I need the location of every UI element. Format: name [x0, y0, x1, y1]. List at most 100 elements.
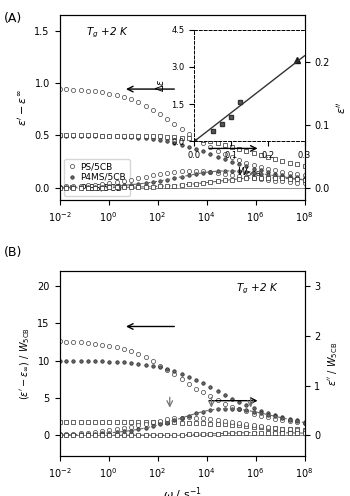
- Line: PtBS/5CB: PtBS/5CB: [57, 133, 307, 168]
- PS/5CB: [144, 103, 148, 109]
- P4MS/5CB: [259, 168, 263, 174]
- Y-axis label: $\varepsilon^{\prime\prime}$: $\varepsilon^{\prime\prime}$: [335, 101, 348, 114]
- Text: (B): (B): [4, 246, 22, 258]
- PS/5CB: [129, 96, 133, 102]
- Text: $T_g$ +2 K: $T_g$ +2 K: [86, 26, 129, 40]
- PS/5CB: [201, 140, 205, 146]
- P4MS/5CB: [295, 174, 299, 180]
- PtBS/5CB: [172, 134, 176, 140]
- PS/5CB: [273, 167, 277, 173]
- PtBS/5CB: [136, 133, 140, 139]
- P4MS/5CB: [57, 132, 62, 138]
- P4MS/5CB: [280, 172, 285, 178]
- PtBS/5CB: [295, 162, 299, 168]
- PtBS/5CB: [180, 135, 184, 141]
- P4MS/5CB: [230, 159, 235, 165]
- PtBS/5CB: [288, 160, 292, 166]
- P4MS/5CB: [79, 132, 83, 138]
- P4MS/5CB: [100, 133, 104, 139]
- P4MS/5CB: [288, 173, 292, 179]
- P4MS/5CB: [187, 144, 191, 150]
- Text: (A): (A): [4, 12, 22, 25]
- PtBS/5CB: [302, 163, 307, 169]
- PS/5CB: [71, 87, 76, 93]
- P4MS/5CB: [194, 146, 198, 152]
- PtBS/5CB: [86, 132, 90, 138]
- PS/5CB: [259, 164, 263, 170]
- PtBS/5CB: [115, 132, 119, 138]
- PS/5CB: [165, 116, 169, 122]
- P4MS/5CB: [302, 175, 307, 181]
- PtBS/5CB: [244, 148, 248, 154]
- PS/5CB: [122, 94, 126, 100]
- PtBS/5CB: [93, 132, 97, 138]
- PtBS/5CB: [129, 133, 133, 139]
- PS/5CB: [230, 154, 235, 160]
- P4MS/5CB: [266, 169, 271, 175]
- P4MS/5CB: [172, 140, 176, 146]
- PtBS/5CB: [151, 133, 155, 139]
- P4MS/5CB: [201, 148, 205, 154]
- PS/5CB: [79, 87, 83, 93]
- PtBS/5CB: [57, 132, 62, 138]
- P4MS/5CB: [86, 133, 90, 139]
- P4MS/5CB: [144, 135, 148, 141]
- PS/5CB: [172, 121, 176, 126]
- PtBS/5CB: [100, 132, 104, 138]
- P4MS/5CB: [71, 132, 76, 138]
- X-axis label: $\omega$ / s$^{-1}$: $\omega$ / s$^{-1}$: [163, 486, 201, 496]
- PtBS/5CB: [230, 144, 235, 150]
- PS/5CB: [180, 126, 184, 132]
- P4MS/5CB: [151, 136, 155, 142]
- PtBS/5CB: [266, 154, 271, 160]
- PS/5CB: [252, 162, 256, 168]
- PS/5CB: [57, 86, 62, 92]
- PS/5CB: [288, 170, 292, 176]
- PS/5CB: [100, 89, 104, 95]
- PS/5CB: [86, 88, 90, 94]
- PS/5CB: [151, 107, 155, 113]
- P4MS/5CB: [216, 154, 220, 160]
- Text: $T_g$ +2 K: $T_g$ +2 K: [236, 282, 279, 297]
- PS/5CB: [208, 144, 212, 150]
- PS/5CB: [93, 88, 97, 94]
- PS/5CB: [64, 86, 68, 92]
- P4MS/5CB: [158, 137, 162, 143]
- Y-axis label: $\Delta\varepsilon$: $\Delta\varepsilon$: [154, 79, 166, 92]
- P4MS/5CB: [136, 134, 140, 140]
- PS/5CB: [158, 112, 162, 118]
- P4MS/5CB: [244, 164, 248, 170]
- PtBS/5CB: [237, 145, 241, 151]
- PS/5CB: [244, 160, 248, 166]
- PS/5CB: [295, 171, 299, 177]
- P4MS/5CB: [223, 156, 227, 162]
- PtBS/5CB: [252, 150, 256, 156]
- PtBS/5CB: [122, 133, 126, 139]
- PS/5CB: [187, 131, 191, 137]
- PS/5CB: [136, 99, 140, 105]
- PS/5CB: [107, 91, 112, 97]
- P4MS/5CB: [64, 132, 68, 138]
- PtBS/5CB: [144, 133, 148, 139]
- PS/5CB: [266, 166, 271, 172]
- P4MS/5CB: [107, 133, 112, 139]
- PtBS/5CB: [216, 140, 220, 146]
- P4MS/5CB: [165, 138, 169, 144]
- PS/5CB: [194, 136, 198, 142]
- PtBS/5CB: [107, 132, 112, 138]
- PS/5CB: [223, 151, 227, 157]
- X-axis label: $W_{\mathrm{5CB}}$: $W_{\mathrm{5CB}}$: [237, 166, 262, 180]
- P4MS/5CB: [237, 161, 241, 167]
- PS/5CB: [237, 157, 241, 163]
- Legend: PS/5CB, P4MS/5CB, PtBS/5CB: PS/5CB, P4MS/5CB, PtBS/5CB: [64, 159, 130, 196]
- Y-axis label: $(\varepsilon^{\prime} - \varepsilon_{\infty})$ / $W_{\mathrm{5CB}}$: $(\varepsilon^{\prime} - \varepsilon_{\i…: [18, 327, 32, 400]
- PtBS/5CB: [201, 137, 205, 143]
- P4MS/5CB: [93, 133, 97, 139]
- PtBS/5CB: [223, 142, 227, 148]
- P4MS/5CB: [273, 171, 277, 177]
- PS/5CB: [216, 148, 220, 154]
- P4MS/5CB: [115, 133, 119, 139]
- Line: P4MS/5CB: P4MS/5CB: [58, 134, 306, 180]
- PtBS/5CB: [194, 136, 198, 142]
- PtBS/5CB: [280, 158, 285, 164]
